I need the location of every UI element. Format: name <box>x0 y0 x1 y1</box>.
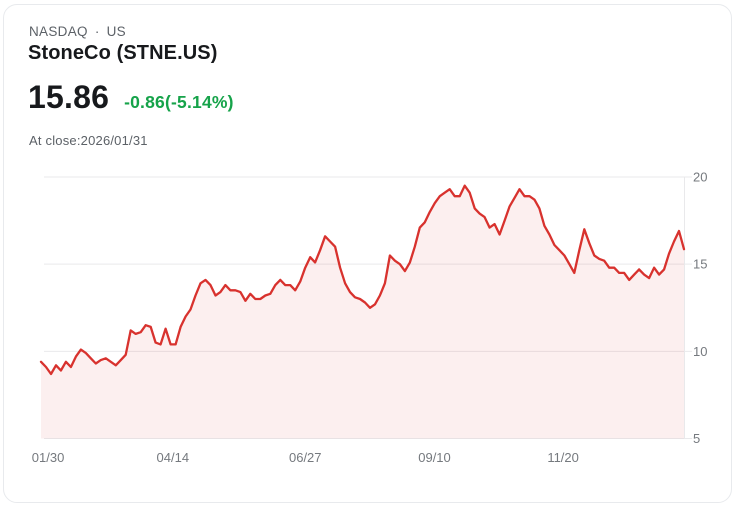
price-change: -0.86(-5.14%) <box>124 92 234 112</box>
stock-quote-card: NASDAQ · US StoneCo (STNE.US) 15.86 -0.86(… <box>3 4 732 503</box>
price-line <box>39 184 686 376</box>
price-chart[interactable]: 20 15 10 5 01/30 04/14 06/27 09/10 11/20 <box>4 161 731 491</box>
x-tick-label: 06/27 <box>289 450 322 465</box>
separator-dot-icon: · <box>94 24 100 39</box>
last-price: 15.86 <box>28 79 110 115</box>
x-tick-label: 11/20 <box>547 450 579 465</box>
exchange-region: NASDAQ · US <box>29 24 126 39</box>
x-tick-label: 01/30 <box>32 450 65 465</box>
stock-title: StoneCo (STNE.US) <box>28 42 218 64</box>
y-tick-label: 15 <box>693 257 707 272</box>
price-chart-svg: 20 15 10 5 01/30 04/14 06/27 09/10 11/20 <box>32 170 708 466</box>
region-label: US <box>106 24 126 39</box>
y-tick-label: 10 <box>693 344 707 359</box>
y-tick-label: 20 <box>693 170 707 185</box>
y-tick-label: 5 <box>693 431 700 446</box>
x-tick-label: 09/10 <box>418 450 451 465</box>
as-of-label: At close:2026/01/31 <box>29 133 148 148</box>
x-axis-labels: 01/30 04/14 06/27 09/10 11/20 <box>32 450 579 465</box>
grid-lines <box>44 176 692 439</box>
y-axis-labels: 20 15 10 5 <box>693 170 707 447</box>
x-tick-label: 04/14 <box>157 450 190 465</box>
area-fill <box>41 185 684 439</box>
exchange-label: NASDAQ <box>29 24 88 39</box>
price-row: 15.86 -0.86(-5.14%) <box>28 81 234 113</box>
